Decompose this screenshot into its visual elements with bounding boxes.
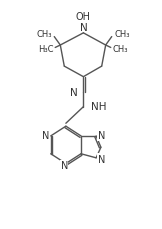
Text: CH₃: CH₃: [113, 45, 128, 54]
Text: N: N: [80, 22, 87, 33]
Text: N: N: [98, 154, 105, 164]
Text: NH: NH: [91, 101, 106, 111]
Text: CH₃: CH₃: [114, 30, 130, 39]
Text: CH₃: CH₃: [36, 30, 52, 39]
Text: N: N: [61, 161, 68, 170]
Text: OH: OH: [76, 12, 91, 22]
Text: N: N: [42, 131, 50, 140]
Text: H₃C: H₃C: [38, 45, 53, 54]
Text: N: N: [70, 88, 78, 98]
Text: N: N: [98, 131, 105, 140]
